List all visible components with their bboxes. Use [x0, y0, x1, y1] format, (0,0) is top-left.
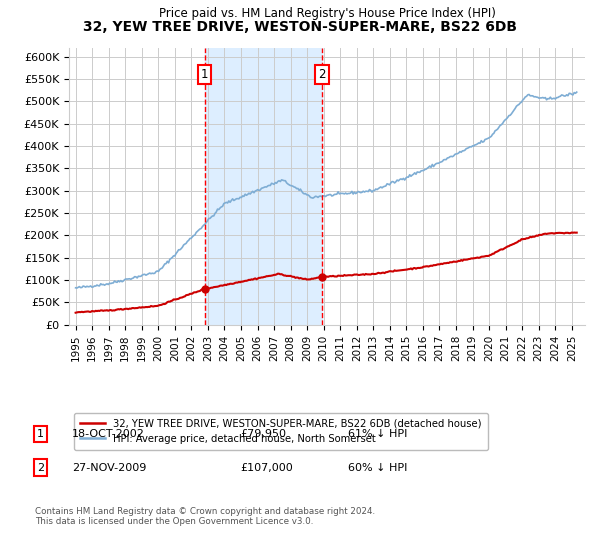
- Text: 2: 2: [318, 68, 326, 81]
- Text: 61% ↓ HPI: 61% ↓ HPI: [348, 429, 407, 439]
- Text: Contains HM Land Registry data © Crown copyright and database right 2024.
This d: Contains HM Land Registry data © Crown c…: [35, 507, 375, 526]
- Text: 27-NOV-2009: 27-NOV-2009: [72, 463, 146, 473]
- Bar: [205, 48, 322, 325]
- Text: £107,000: £107,000: [240, 463, 293, 473]
- Title: Price paid vs. HM Land Registry's House Price Index (HPI): Price paid vs. HM Land Registry's House …: [158, 7, 496, 20]
- Text: £79,950: £79,950: [240, 429, 286, 439]
- Text: 1: 1: [201, 68, 208, 81]
- Text: 32, YEW TREE DRIVE, WESTON-SUPER-MARE, BS22 6DB: 32, YEW TREE DRIVE, WESTON-SUPER-MARE, B…: [83, 20, 517, 34]
- Legend: 32, YEW TREE DRIVE, WESTON-SUPER-MARE, BS22 6DB (detached house), HPI: Average p: 32, YEW TREE DRIVE, WESTON-SUPER-MARE, B…: [74, 413, 487, 450]
- Text: 18-OCT-2002: 18-OCT-2002: [72, 429, 145, 439]
- Text: 60% ↓ HPI: 60% ↓ HPI: [348, 463, 407, 473]
- Text: 1: 1: [37, 429, 44, 439]
- Text: 2: 2: [37, 463, 44, 473]
